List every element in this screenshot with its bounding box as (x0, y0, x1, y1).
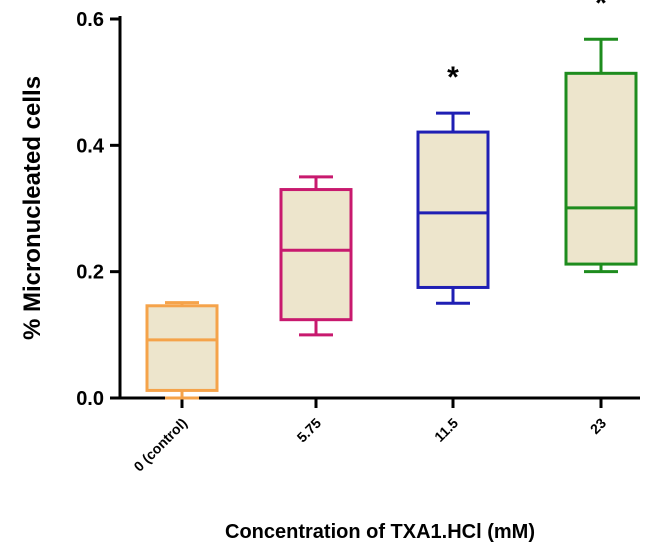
significance-star: * (447, 61, 459, 94)
x-tick-label: 5.75 (294, 415, 325, 446)
iqr-box (279, 188, 353, 322)
box-3: * (564, 0, 638, 274)
boxes: ** (145, 0, 638, 400)
y-tick-label: 0.2 (76, 262, 104, 284)
box-2: * (416, 61, 490, 305)
x-ticks: 0 (control) 5.75 11.5 23 (130, 398, 609, 475)
iqr-box (564, 71, 638, 266)
y-axis-title: % Micronucleated cells (19, 76, 46, 340)
iqr-box (416, 130, 490, 289)
y-tick-label: 0.4 (76, 135, 105, 157)
significance-star: * (595, 0, 607, 20)
x-axis-title: Concentration of TXA1.HCl (mM) (225, 521, 535, 543)
x-tick-label: 0 (control) (130, 415, 190, 475)
box-0 (145, 301, 219, 400)
x-tick-label: 11.5 (431, 415, 461, 445)
y-tick-label: 0.0 (76, 388, 104, 410)
y-ticks: 0.0 0.2 0.4 0.6 (76, 9, 120, 410)
iqr-box (145, 304, 219, 392)
y-tick-label: 0.6 (76, 9, 104, 31)
x-tick-label: 23 (587, 415, 609, 437)
box-1 (279, 175, 353, 337)
